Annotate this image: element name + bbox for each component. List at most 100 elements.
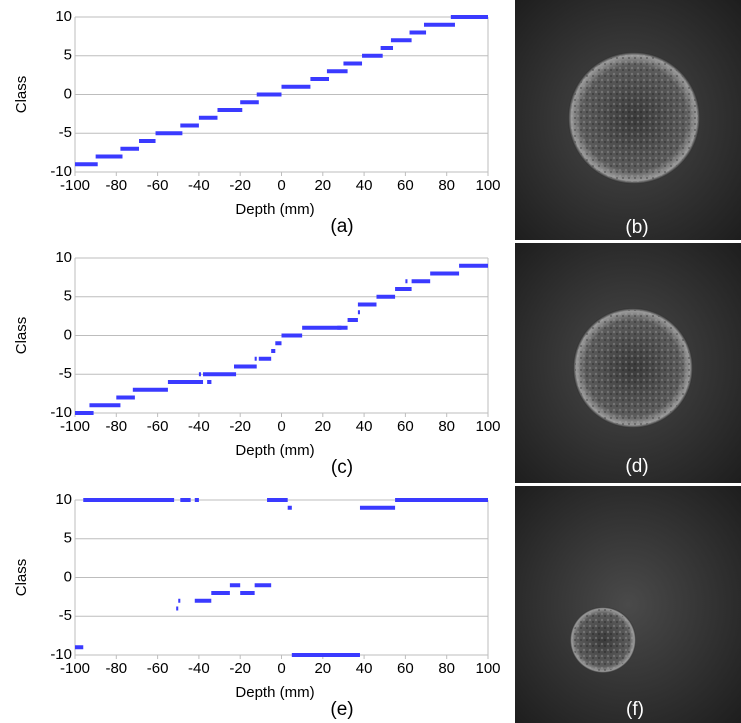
class-segment [203, 372, 237, 377]
y-tick-label: 10 [55, 8, 72, 25]
y-tick-label: 5 [64, 530, 72, 547]
x-tick-label: -100 [60, 177, 90, 194]
x-tick-label: -40 [188, 177, 210, 194]
x-tick-label: -100 [60, 660, 90, 677]
x-tick-label: -80 [105, 177, 127, 194]
image-label: (f) [626, 699, 644, 720]
y-tick-label: -5 [59, 365, 72, 382]
y-tick-label: 5 [64, 47, 72, 64]
x-tick-label: 100 [475, 177, 500, 194]
y-tick-label: -10 [50, 404, 72, 421]
class-segment [180, 498, 191, 502]
class-segment [258, 356, 272, 361]
class-segment [240, 591, 255, 595]
x-tick-label: 60 [397, 177, 414, 194]
x-tick-label: 60 [397, 418, 414, 435]
y-tick-label: -5 [59, 607, 72, 624]
class-segment [409, 30, 427, 35]
class-segment [194, 598, 212, 603]
x-tick-label: -40 [188, 660, 210, 677]
class-segment [459, 263, 488, 268]
image-b [515, 0, 741, 240]
x-tick-label: 20 [314, 418, 331, 435]
class-segment [430, 271, 460, 276]
image-d [515, 243, 741, 483]
class-segment [359, 505, 396, 510]
class-segment [198, 372, 201, 377]
x-tick-label: 40 [356, 177, 373, 194]
y-tick-label: -10 [50, 163, 72, 180]
class-segment [275, 341, 282, 346]
class-segment [217, 108, 243, 112]
class-segment [281, 84, 311, 89]
x-axis-title: Depth (mm) [235, 684, 314, 701]
y-axis-title: Class [13, 76, 30, 114]
y-axis-title: Class [13, 317, 30, 355]
class-segment [75, 411, 94, 415]
class-segment [395, 498, 488, 502]
image-label: (b) [625, 217, 648, 238]
class-segment [95, 154, 123, 159]
class-segment [380, 46, 394, 50]
class-segment [291, 653, 360, 657]
x-tick-label: 20 [314, 660, 331, 677]
class-segment [347, 318, 358, 322]
y-tick-label: -5 [59, 124, 72, 141]
class-segment [395, 287, 412, 291]
class-segment [281, 333, 303, 338]
x-tick-label: -60 [147, 660, 169, 677]
x-axis-title: Depth (mm) [235, 201, 314, 218]
class-segment [256, 92, 282, 97]
class-segment [234, 364, 257, 369]
y-tick-label: 10 [55, 249, 72, 266]
class-segment [450, 15, 488, 19]
x-tick-label: -80 [105, 418, 127, 435]
x-tick-label: -100 [60, 418, 90, 435]
class-segment [194, 498, 199, 502]
y-tick-label: 0 [64, 326, 72, 343]
y-tick-label: 5 [64, 288, 72, 305]
x-tick-label: -20 [229, 660, 251, 677]
y-tick-label: 0 [64, 568, 72, 585]
x-tick-label: -60 [147, 177, 169, 194]
class-segment [326, 69, 348, 74]
y-axis-title: Class [13, 559, 30, 597]
class-segment [155, 131, 183, 136]
class-segment [287, 505, 292, 510]
class-segment [302, 325, 348, 330]
panel-label: (c) [331, 457, 353, 478]
x-tick-label: -40 [188, 418, 210, 435]
image-f [515, 486, 741, 723]
panel-label: (a) [330, 216, 353, 237]
x-tick-label: 40 [356, 418, 373, 435]
x-tick-label: 0 [277, 418, 285, 435]
class-segment [116, 395, 135, 400]
class-segment [267, 498, 288, 502]
class-segment [357, 310, 360, 315]
x-tick-label: 80 [438, 418, 455, 435]
x-axis-title: Depth (mm) [235, 442, 314, 459]
x-tick-label: 100 [475, 418, 500, 435]
class-segment [411, 279, 431, 284]
image-label: (d) [625, 456, 648, 477]
class-segment [405, 279, 408, 284]
y-tick-label: 10 [55, 491, 72, 508]
panel-label: (e) [330, 699, 353, 720]
x-tick-label: -20 [229, 177, 251, 194]
class-segment [376, 294, 396, 299]
class-segment [132, 387, 168, 392]
x-tick-label: -80 [105, 660, 127, 677]
x-tick-label: 0 [277, 177, 285, 194]
class-segment [75, 162, 98, 167]
class-segment [390, 38, 412, 43]
class-segment [229, 583, 241, 588]
class-segment [180, 123, 199, 128]
class-segment [178, 598, 181, 603]
class-segment [120, 146, 140, 151]
class-segment [198, 115, 218, 120]
class-segment [337, 325, 342, 330]
class-segment [343, 61, 363, 66]
x-tick-label: 80 [438, 177, 455, 194]
class-segment [254, 583, 272, 588]
x-tick-label: 80 [438, 660, 455, 677]
